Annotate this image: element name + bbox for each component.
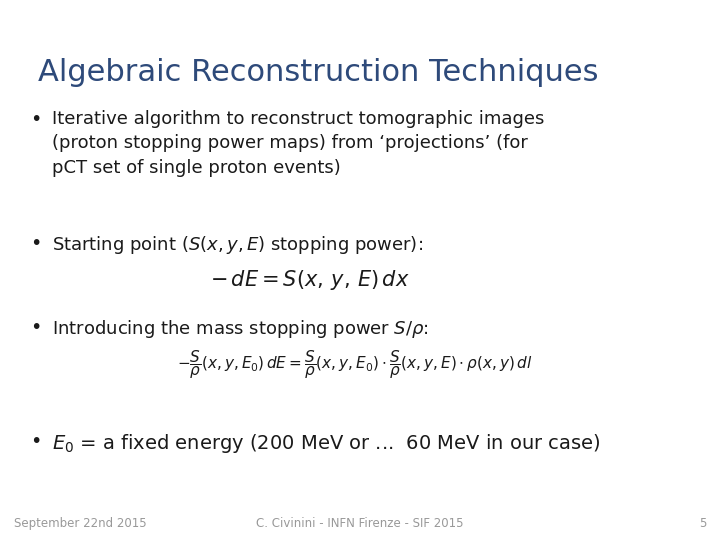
Text: $-\dfrac{S}{\rho}(x,y,E_0)\,dE = \dfrac{S}{\rho}(x,y,E_0)\cdot\dfrac{S}{\rho}(x,: $-\dfrac{S}{\rho}(x,y,E_0)\,dE = \dfrac{…: [177, 348, 533, 381]
Text: •: •: [30, 432, 41, 451]
Text: 5: 5: [698, 517, 706, 530]
Text: September 22nd 2015: September 22nd 2015: [14, 517, 147, 530]
Text: •: •: [30, 110, 41, 129]
Text: $\mathit{E}_0$ = a fixed energy (200 MeV or ...  60 MeV in our case): $\mathit{E}_0$ = a fixed energy (200 MeV…: [52, 432, 600, 455]
Text: $-\,dE = S(x,\,y,\,E)\,dx$: $-\,dE = S(x,\,y,\,E)\,dx$: [210, 268, 410, 292]
Text: C. Civinini - INFN Firenze - SIF 2015: C. Civinini - INFN Firenze - SIF 2015: [256, 517, 464, 530]
Text: •: •: [30, 234, 41, 253]
Text: Introducing the mass stopping power $\mathit{S}/\rho$:: Introducing the mass stopping power $\ma…: [52, 318, 429, 340]
Text: •: •: [30, 318, 41, 337]
Text: Starting point ($\mathit{S(x,y,E)}$ stopping power):: Starting point ($\mathit{S(x,y,E)}$ stop…: [52, 234, 423, 256]
Text: Iterative algorithm to reconstruct tomographic images
(proton stopping power map: Iterative algorithm to reconstruct tomog…: [52, 110, 544, 177]
Text: Algebraic Reconstruction Techniques: Algebraic Reconstruction Techniques: [38, 58, 598, 87]
